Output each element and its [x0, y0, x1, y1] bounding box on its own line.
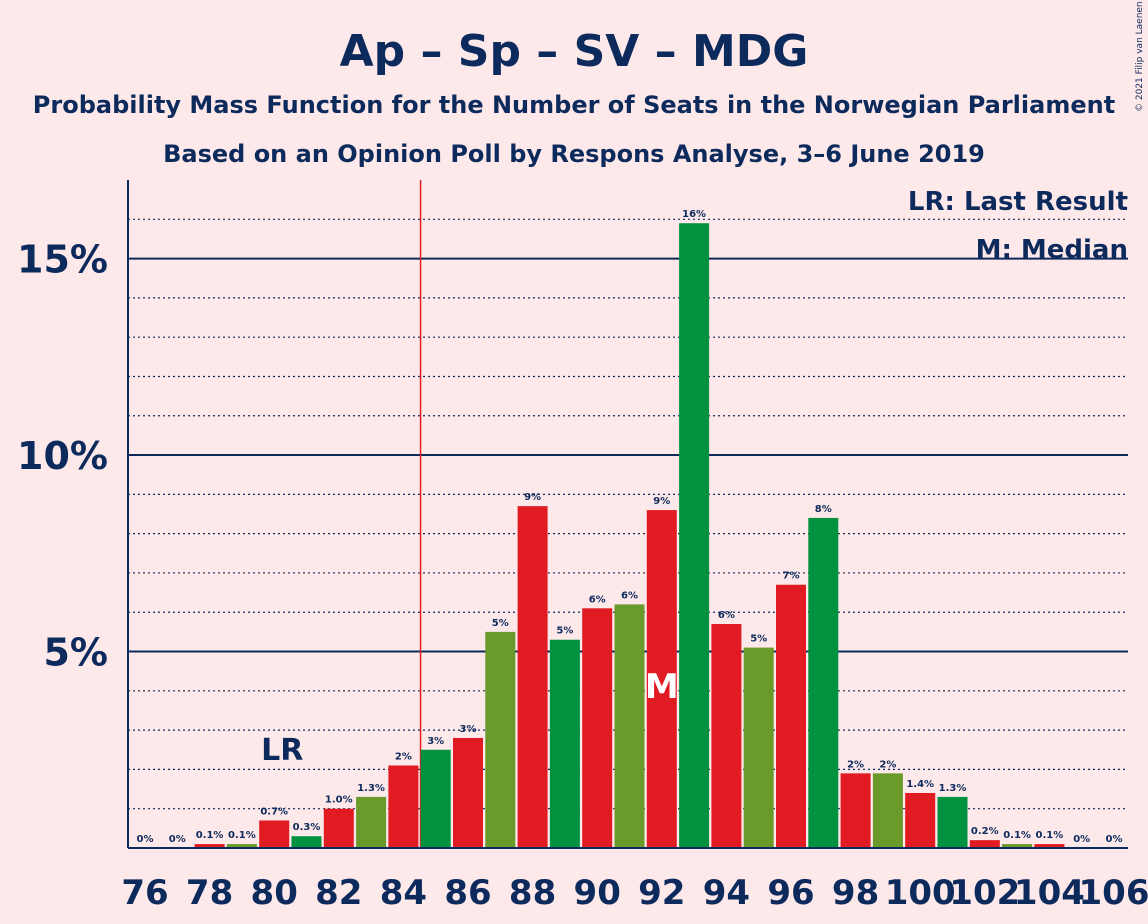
- axes: 5%10%15%76 78 80 82 84 86 88 90 92 94 96 98 10010210…: [17, 180, 1148, 913]
- data-label-99: 2%: [879, 759, 896, 770]
- bar-91: [614, 604, 645, 848]
- x-tick-label: 92: [638, 873, 685, 913]
- bar-79: [226, 844, 257, 848]
- data-label-76: 0%: [137, 834, 154, 845]
- data-label-82: 1.0%: [325, 795, 353, 806]
- data-label-96: 7%: [783, 571, 800, 582]
- bar-78: [194, 844, 225, 848]
- data-label-89: 5%: [556, 626, 573, 637]
- x-tick-label: 102: [949, 873, 1020, 913]
- bar-86: [453, 737, 483, 848]
- bar-101: [937, 796, 968, 848]
- x-tick-label: 94: [703, 873, 750, 913]
- bar-103: [1002, 844, 1033, 848]
- bar-87: [485, 631, 516, 848]
- data-label-103: 0.1%: [1003, 830, 1031, 841]
- x-tick-label: 76: [121, 873, 168, 913]
- grid-lines: [128, 180, 1128, 848]
- data-label-95: 5%: [750, 634, 767, 645]
- bar-95: [743, 647, 774, 848]
- data-label-102: 0.2%: [971, 826, 999, 837]
- data-label-93: 16%: [682, 209, 706, 220]
- data-label-85: 3%: [427, 736, 444, 747]
- x-tick-label: 104: [1014, 873, 1085, 913]
- data-label-88: 9%: [524, 492, 541, 503]
- median-marker: M: [645, 667, 679, 707]
- data-label-84: 2%: [395, 751, 412, 762]
- last-result-marker: LR: [261, 733, 303, 768]
- x-tick-label: 100: [885, 873, 956, 913]
- data-label-104: 0.1%: [1036, 830, 1064, 841]
- bar-104: [1034, 844, 1065, 848]
- bar-82: [323, 808, 354, 848]
- y-tick-label: 5%: [43, 631, 108, 675]
- chart-title: Ap – Sp – SV – MDG: [340, 26, 809, 77]
- x-tick-label: 88: [509, 873, 556, 913]
- bar-88: [517, 506, 548, 848]
- bar-96: [776, 584, 806, 848]
- data-label-86: 3%: [460, 724, 477, 735]
- data-label-105: 0%: [1073, 834, 1090, 845]
- x-tick-label: 86: [444, 873, 491, 913]
- x-tick-label: 90: [574, 873, 621, 913]
- data-label-90: 6%: [589, 594, 606, 605]
- x-tick-label: 78: [186, 873, 233, 913]
- x-tick-label: 98: [832, 873, 879, 913]
- bar-80: [259, 820, 290, 848]
- bar-94: [711, 624, 742, 848]
- chart-subtitle-poll: Based on an Opinion Poll by Respons Anal…: [163, 140, 985, 168]
- bar-92: [646, 510, 677, 848]
- data-label-77: 0%: [169, 834, 186, 845]
- bar-90: [582, 608, 613, 848]
- legend-last-result: LR: Last Result: [908, 187, 1128, 217]
- bar-102: [969, 840, 1000, 848]
- chart-subtitle: Probability Mass Function for the Number…: [33, 91, 1115, 119]
- x-tick-label: 96: [767, 873, 814, 913]
- x-tick-label: 82: [315, 873, 362, 913]
- bar-series: [194, 223, 1065, 849]
- y-tick-label: 10%: [17, 434, 108, 478]
- x-tick-label: 80: [251, 873, 298, 913]
- bar-93: [679, 223, 710, 849]
- data-label-106: 0%: [1106, 834, 1123, 845]
- data-label-92: 9%: [653, 496, 670, 507]
- y-tick-label: 15%: [17, 238, 108, 282]
- data-labels: 0% 0% 0.1% 0.1% 0.7% 0.3% 1.0% 1.3% 2% 3% 3% 5% 9% 5%…: [137, 209, 1123, 845]
- legend-median: M: Median: [976, 235, 1128, 265]
- data-label-91: 6%: [621, 590, 638, 601]
- data-label-101: 1.3%: [939, 783, 967, 794]
- copyright-note: © 2021 Filip van Laenen: [1135, 1, 1145, 112]
- data-label-80: 0.7%: [260, 806, 288, 817]
- data-label-78: 0.1%: [196, 830, 224, 841]
- bar-98: [840, 773, 871, 848]
- data-label-87: 5%: [492, 618, 509, 629]
- bar-84: [388, 765, 419, 848]
- data-label-100: 1.4%: [906, 779, 934, 790]
- x-tick-label: 84: [380, 873, 427, 913]
- data-label-94: 6%: [718, 610, 735, 621]
- bar-99: [872, 773, 903, 848]
- data-label-83: 1.3%: [357, 783, 385, 794]
- bar-100: [905, 792, 936, 848]
- bar-83: [356, 796, 387, 848]
- data-label-98: 2%: [847, 759, 864, 770]
- bar-89: [549, 639, 580, 848]
- data-label-97: 8%: [815, 504, 832, 515]
- bar-97: [808, 517, 839, 848]
- bar-81: [291, 836, 322, 848]
- data-label-79: 0.1%: [228, 830, 256, 841]
- x-tick-label: 106: [1079, 873, 1148, 913]
- bar-85: [420, 749, 451, 848]
- data-label-81: 0.3%: [293, 822, 321, 833]
